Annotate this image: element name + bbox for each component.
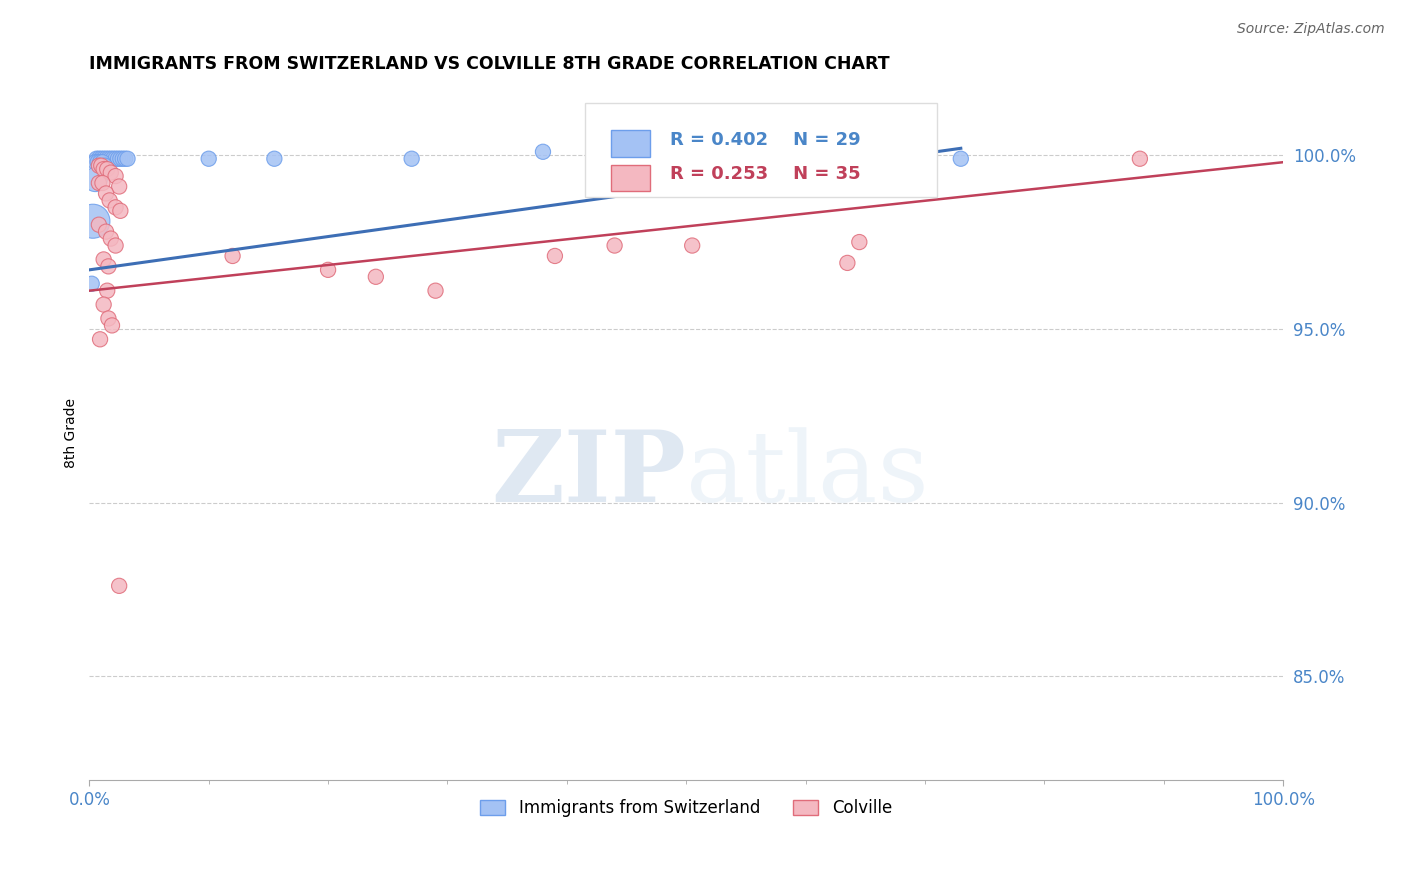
- Point: [90, 159, 112, 173]
- Point: [104, 152, 127, 166]
- Point: [87, 159, 110, 173]
- Point: [84, 172, 107, 186]
- Point: [104, 238, 127, 252]
- Text: IMMIGRANTS FROM SWITZERLAND VS COLVILLE 8TH GRADE CORRELATION CHART: IMMIGRANTS FROM SWITZERLAND VS COLVILLE …: [90, 55, 890, 73]
- Point: [101, 318, 124, 333]
- Point: [107, 152, 129, 166]
- Point: [837, 256, 859, 270]
- Point: [837, 152, 859, 166]
- Point: [97, 152, 120, 166]
- Point: [848, 235, 870, 249]
- Point: [544, 249, 567, 263]
- Point: [108, 179, 131, 194]
- Point: [316, 263, 339, 277]
- Point: [263, 152, 285, 166]
- Point: [87, 152, 110, 166]
- Point: [97, 260, 120, 274]
- Text: Source: ZipAtlas.com: Source: ZipAtlas.com: [1237, 22, 1385, 37]
- Point: [104, 169, 127, 183]
- Point: [86, 155, 108, 169]
- Point: [117, 152, 139, 166]
- Point: [93, 252, 115, 267]
- Point: [91, 176, 114, 190]
- Point: [80, 277, 103, 291]
- Point: [96, 162, 118, 177]
- Point: [603, 238, 626, 252]
- Point: [89, 155, 111, 169]
- Point: [96, 284, 118, 298]
- Point: [86, 152, 108, 166]
- Text: ZIP: ZIP: [491, 426, 686, 524]
- Point: [103, 152, 125, 166]
- Point: [100, 231, 122, 245]
- Point: [221, 249, 243, 263]
- Point: [675, 152, 697, 166]
- Point: [425, 284, 447, 298]
- Point: [114, 152, 136, 166]
- Point: [94, 152, 117, 166]
- FancyBboxPatch shape: [585, 103, 936, 197]
- Point: [93, 297, 115, 311]
- Point: [93, 152, 115, 166]
- Point: [87, 176, 110, 190]
- Point: [111, 152, 134, 166]
- FancyBboxPatch shape: [612, 165, 651, 191]
- Point: [94, 159, 117, 173]
- Point: [94, 186, 117, 201]
- Point: [82, 214, 104, 228]
- Text: atlas: atlas: [686, 427, 929, 523]
- Point: [89, 332, 111, 346]
- Point: [91, 155, 114, 169]
- Point: [364, 269, 387, 284]
- FancyBboxPatch shape: [612, 130, 651, 157]
- Legend: Immigrants from Switzerland, Colville: Immigrants from Switzerland, Colville: [474, 793, 898, 824]
- Point: [110, 203, 132, 218]
- Point: [531, 145, 554, 159]
- Point: [98, 194, 121, 208]
- Point: [90, 152, 112, 166]
- Y-axis label: 8th Grade: 8th Grade: [65, 398, 79, 468]
- Point: [84, 155, 107, 169]
- Point: [197, 152, 219, 166]
- Point: [401, 152, 423, 166]
- Point: [1129, 152, 1152, 166]
- Point: [681, 238, 703, 252]
- Point: [93, 162, 115, 177]
- Text: R = 0.402    N = 29: R = 0.402 N = 29: [669, 131, 860, 150]
- Point: [100, 152, 122, 166]
- Point: [108, 579, 131, 593]
- Point: [110, 152, 132, 166]
- Point: [100, 166, 122, 180]
- Point: [949, 152, 972, 166]
- Point: [87, 218, 110, 232]
- Text: R = 0.253    N = 35: R = 0.253 N = 35: [669, 165, 860, 183]
- Point: [97, 311, 120, 326]
- Point: [104, 200, 127, 214]
- Point: [94, 225, 117, 239]
